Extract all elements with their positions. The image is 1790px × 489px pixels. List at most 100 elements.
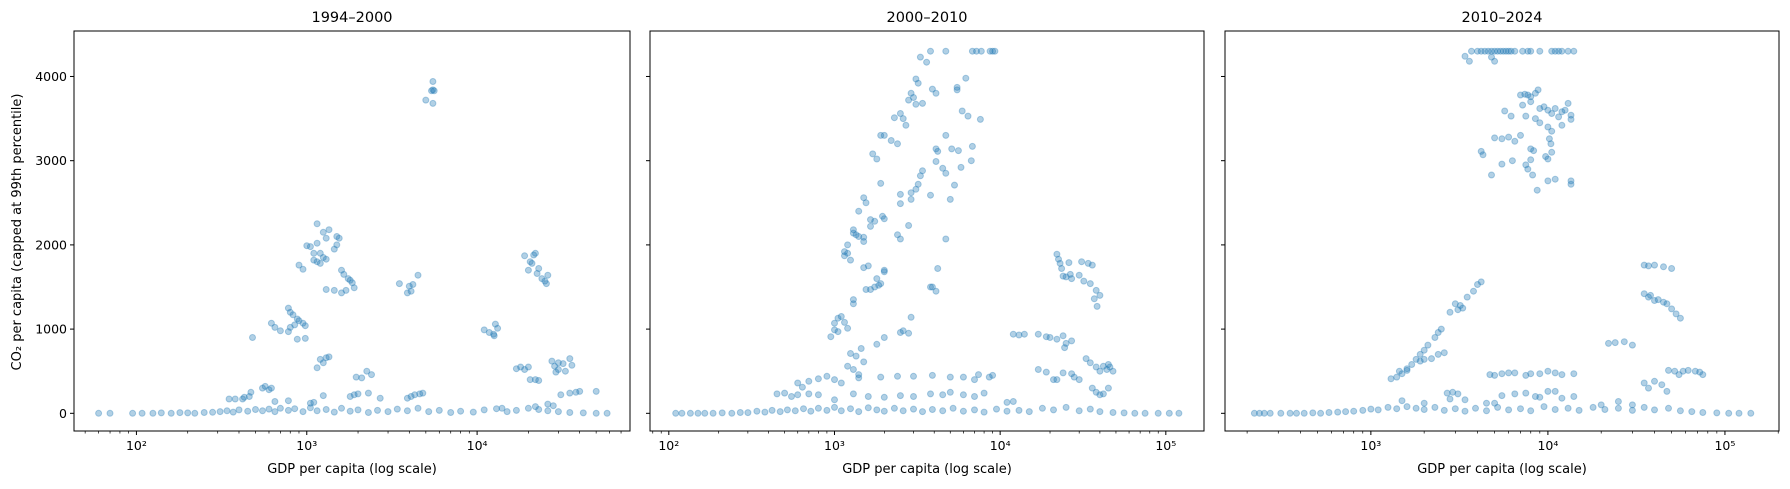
- data-point: [912, 75, 920, 83]
- data-point: [867, 222, 874, 230]
- data-point: [989, 371, 997, 379]
- data-point: [986, 47, 994, 55]
- data-point: [1483, 407, 1490, 415]
- data-point: [261, 382, 269, 390]
- data-point: [157, 409, 165, 417]
- data-point: [834, 314, 842, 322]
- data-point: [1551, 406, 1559, 413]
- data-point: [1053, 376, 1061, 384]
- x-tick-label: 10²: [126, 438, 147, 453]
- data-point: [989, 47, 997, 55]
- data-point: [1533, 186, 1541, 194]
- data-point: [138, 409, 146, 417]
- data-point: [384, 408, 392, 416]
- data-point: [330, 408, 338, 416]
- data-point: [873, 340, 881, 348]
- data-point: [364, 409, 372, 416]
- data-point: [579, 409, 587, 417]
- data-point: [106, 409, 114, 417]
- data-point: [235, 406, 243, 414]
- data-point: [299, 265, 307, 273]
- data-point: [289, 311, 297, 319]
- data-point: [295, 317, 303, 325]
- data-point: [1651, 406, 1658, 414]
- data-point: [860, 233, 868, 241]
- data-point: [736, 409, 744, 416]
- data-point: [1428, 355, 1435, 363]
- data-point: [267, 319, 275, 327]
- data-point: [678, 409, 686, 417]
- data-point: [1540, 403, 1548, 411]
- data-point: [535, 377, 543, 384]
- x-axis-label: GDP per capita (log scale): [842, 462, 1012, 477]
- data-point: [310, 256, 318, 264]
- data-point: [416, 390, 424, 398]
- data-point: [216, 408, 224, 416]
- data-point: [428, 87, 435, 95]
- data-point: [284, 397, 292, 405]
- y-tick-label: 1000: [35, 322, 67, 337]
- data-point: [890, 114, 898, 122]
- data-point: [1544, 106, 1552, 114]
- data-point: [773, 390, 781, 398]
- data-point: [852, 231, 860, 239]
- data-point: [1544, 177, 1552, 185]
- data-point: [1491, 47, 1499, 55]
- data-point: [912, 185, 920, 193]
- data-point: [322, 354, 330, 362]
- data-point: [968, 142, 976, 150]
- data-point: [894, 231, 901, 239]
- data-point: [252, 406, 259, 413]
- data-point: [744, 409, 752, 417]
- data-point: [393, 405, 401, 413]
- data-point: [1277, 409, 1285, 417]
- data-point: [1628, 401, 1636, 409]
- data-point: [879, 212, 886, 220]
- data-point: [313, 239, 321, 247]
- data-point: [932, 89, 940, 97]
- data-point: [1062, 273, 1070, 281]
- subplot-title: 2010–2024: [1461, 10, 1542, 26]
- data-point: [1434, 350, 1442, 358]
- data-point: [1461, 396, 1469, 404]
- data-point: [1651, 377, 1658, 385]
- data-point: [686, 409, 694, 417]
- data-point: [403, 289, 411, 297]
- data-point: [887, 137, 895, 144]
- data-point: [284, 328, 292, 336]
- data-point: [1534, 86, 1542, 94]
- data-point: [363, 367, 371, 375]
- data-point: [306, 243, 314, 251]
- data-point: [498, 404, 506, 412]
- data-point: [919, 99, 926, 107]
- data-point: [768, 406, 776, 414]
- data-point: [319, 392, 327, 400]
- data-point: [1050, 406, 1057, 414]
- data-point: [521, 366, 529, 373]
- data-point: [1628, 341, 1636, 349]
- data-point: [276, 404, 284, 412]
- data-point: [1558, 371, 1566, 379]
- data-point: [544, 271, 552, 279]
- data-point: [1092, 388, 1100, 396]
- data-point: [1555, 113, 1563, 121]
- data-point: [1567, 177, 1575, 185]
- data-point: [1086, 359, 1094, 367]
- data-point: [1062, 339, 1070, 347]
- data-point: [910, 405, 917, 413]
- data-point: [1034, 366, 1042, 373]
- data-point: [430, 87, 438, 95]
- data-point: [566, 389, 574, 397]
- data-point: [855, 408, 863, 416]
- data-point: [1403, 403, 1411, 411]
- data-point: [849, 226, 857, 234]
- data-point: [860, 238, 868, 245]
- data-point: [1446, 395, 1454, 403]
- data-point: [1461, 52, 1469, 60]
- data-point: [910, 94, 917, 101]
- data-point: [293, 315, 301, 323]
- data-point: [1494, 47, 1502, 55]
- data-point: [928, 283, 936, 291]
- data-point: [1449, 388, 1457, 396]
- data-point: [526, 258, 534, 266]
